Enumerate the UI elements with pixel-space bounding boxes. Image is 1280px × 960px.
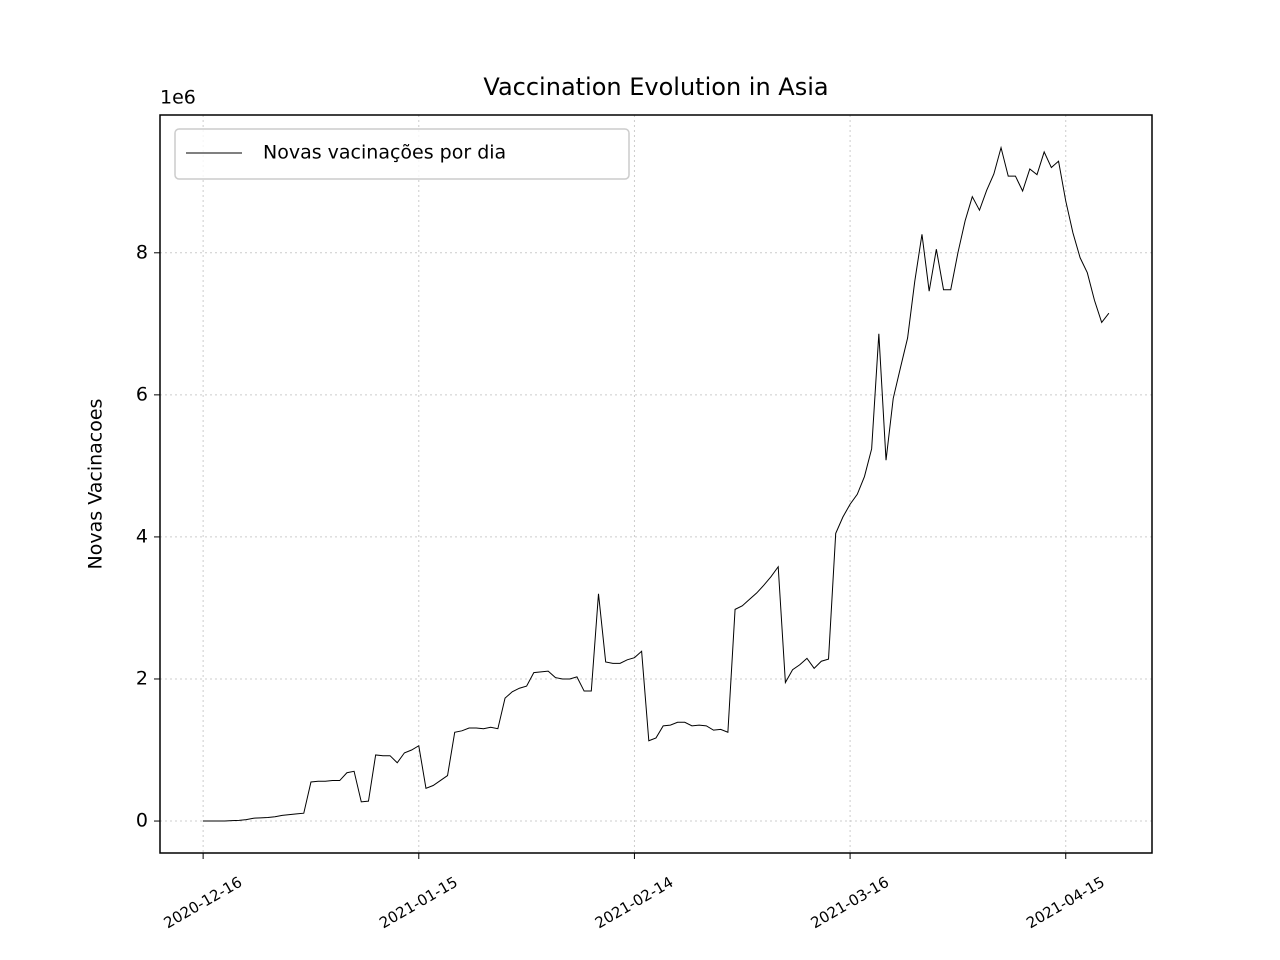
x-tick-label: 2021-03-16 [808,873,893,932]
plot-frame [159,114,1153,854]
x-tick-label: 2021-02-14 [592,873,677,932]
y-tick-label: 0 [136,810,148,832]
x-axis-label: Date [633,957,678,960]
x-tick-label: 2021-01-15 [376,873,461,932]
legend-box [174,128,630,180]
data-line [203,145,1110,822]
y-offset-label: 1e6 [160,87,196,109]
y-tick-label: 4 [136,525,148,547]
y-tick-label: 8 [136,241,148,263]
y-tick-label: 2 [136,667,148,689]
y-axis-label: Novas Vacinacoes [85,399,107,570]
x-tick-label: 2020-12-16 [161,873,246,932]
chart-title: Vaccination Evolution in Asia [483,73,828,101]
legend-label: Novas vacinações por dia [263,142,506,164]
x-tick-label: 2021-04-15 [1023,873,1108,932]
y-tick-label: 6 [136,383,148,405]
